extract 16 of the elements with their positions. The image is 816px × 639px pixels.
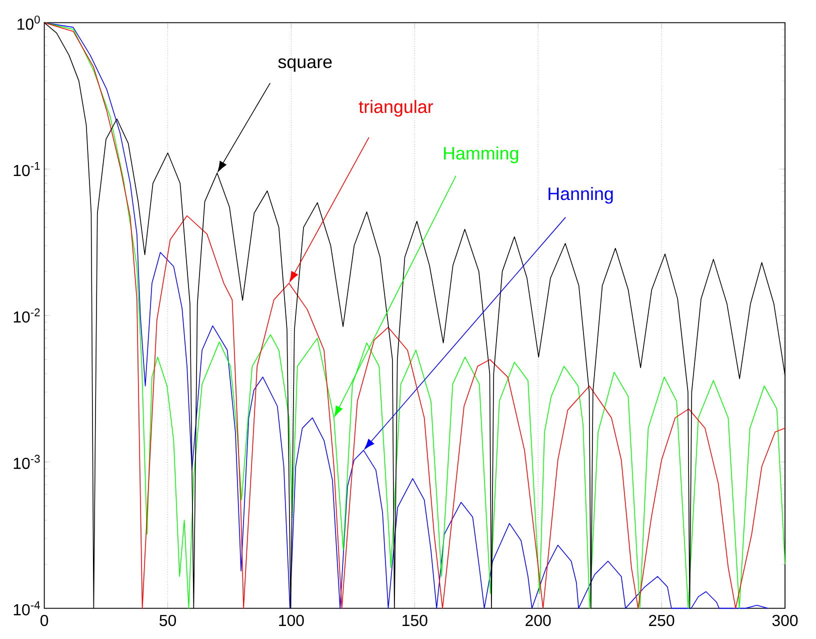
y-tick-label: 10$^{-2}$ bbox=[14, 308, 40, 323]
x-tick-label: 300 bbox=[772, 614, 798, 626]
x-tick-label: 100 bbox=[279, 614, 304, 626]
text: square bbox=[278, 58, 332, 72]
text: Hamming bbox=[444, 146, 518, 164]
x-tick-label: 250 bbox=[649, 614, 674, 626]
x-tick-label: 200 bbox=[526, 614, 551, 626]
text: triangular bbox=[358, 100, 434, 117]
x-tick-label: 0 bbox=[40, 614, 48, 626]
x-tick-label: 50 bbox=[160, 614, 176, 626]
y-tick-label: 10$^{0}$ bbox=[18, 16, 40, 30]
y-tick-label: 10$^{-1}$ bbox=[14, 162, 40, 176]
text: Hanning bbox=[548, 186, 613, 204]
x-tick-label: 150 bbox=[402, 614, 428, 626]
y-tick-label: 10$^{-4}$ bbox=[14, 601, 40, 616]
y-tick-label: 10$^{-3}$ bbox=[14, 454, 40, 469]
